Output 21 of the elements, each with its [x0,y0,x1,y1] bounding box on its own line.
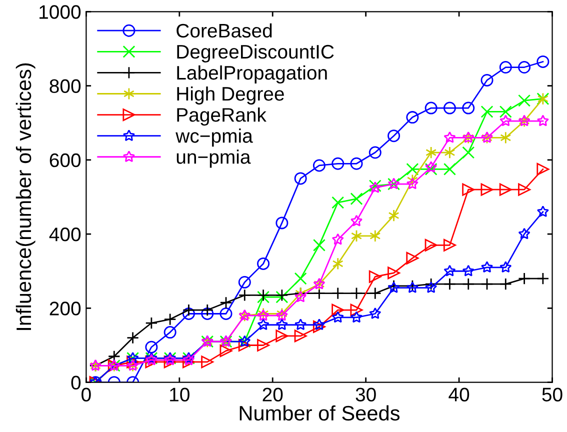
legend-label: LabelPropagation [177,65,327,84]
x-tick-label: 10 [170,388,190,402]
x-tick-label: 40 [448,388,470,402]
y-tick-label: 800 [50,79,81,94]
x-tick-label: 50 [542,388,562,402]
y-axis-title: Influence(number of vertices) [16,63,36,330]
legend-label: PageRank [177,108,266,126]
y-tick-label: 400 [49,228,81,242]
x-tick-label: 30 [356,388,376,402]
legend-label: CoreBased [176,23,272,38]
legend-label: High Degree [177,86,284,105]
x-tick-label: 0 [82,388,91,402]
x-tick-label: 20 [262,388,283,402]
x-axis-title: Number of Seeds [240,405,400,421]
y-tick-label: 1000 [40,5,81,19]
legend-label: un−pmia [176,150,251,168]
y-tick-label: 600 [50,153,81,168]
y-tick-label: 0 [71,376,81,390]
y-tick-label: 200 [50,302,81,316]
legend-label: DegreeDiscountIC [177,44,334,62]
legend-label: wc−pmia [176,128,253,147]
